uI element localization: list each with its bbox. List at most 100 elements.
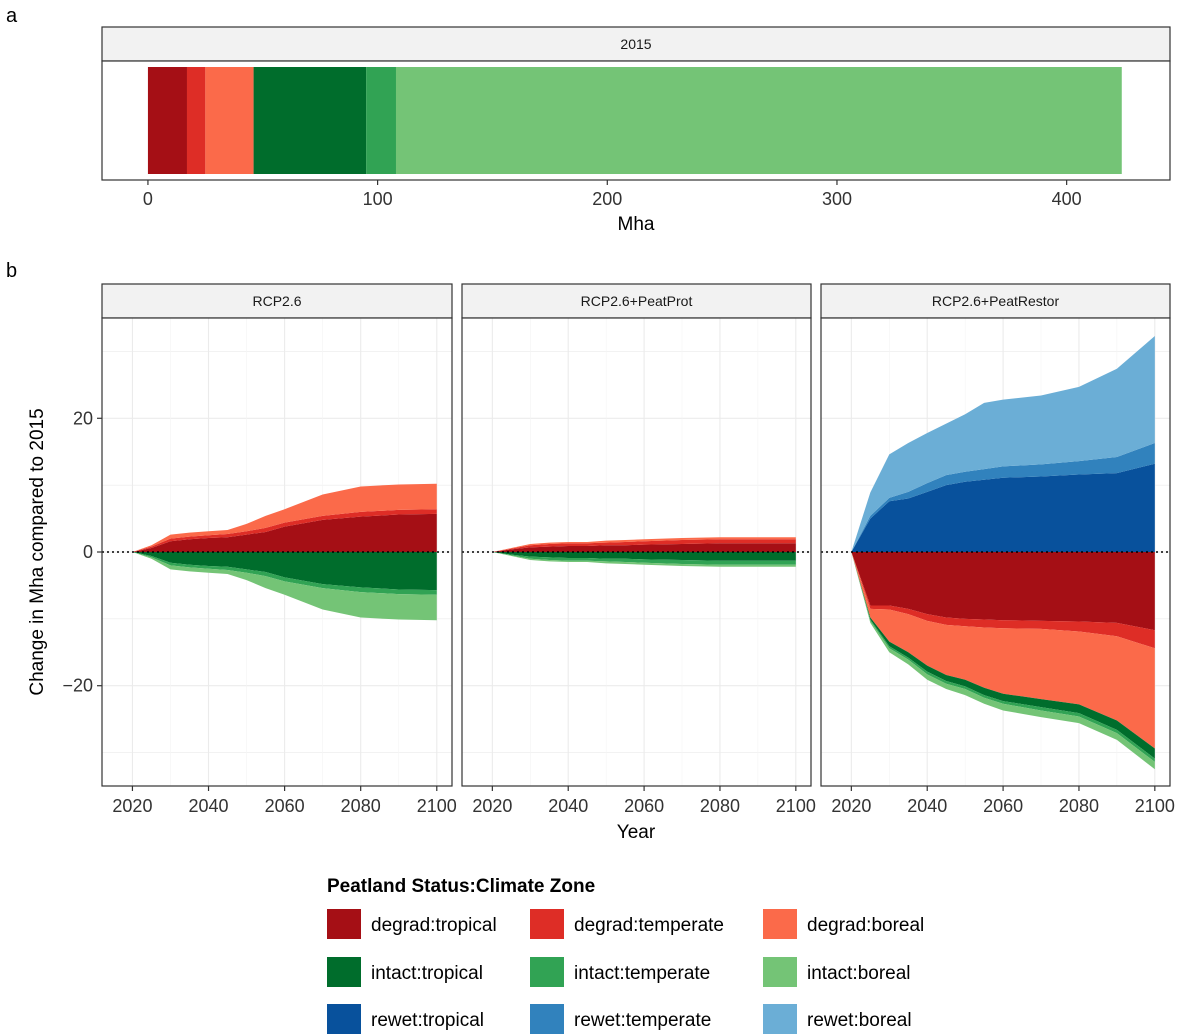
y-tick-label: 20 (73, 408, 93, 428)
x-tick-label: 2020 (112, 796, 152, 816)
legend-swatch (763, 909, 797, 939)
legend-label: rewet:boreal (807, 1010, 912, 1031)
area-degrad-boreal (832, 552, 1155, 749)
legend-swatch (327, 1004, 361, 1034)
facet-strip-label: RCP2.6+PeatProt (581, 293, 693, 309)
area-intact-tropical (473, 552, 796, 561)
x-tick-label: 2020 (472, 796, 512, 816)
legend-item-degrad-boreal: degrad:boreal (763, 909, 924, 939)
legend-swatch (327, 957, 361, 987)
facet-rcp26-peatprot: RCP2.6+PeatProt 2020 2040 2060 2080 2100 (461, 283, 816, 816)
legend-label: intact:boreal (807, 963, 911, 984)
bar-segment-intact-tropical (253, 67, 367, 174)
area-degrad-tropical (113, 513, 437, 552)
legend-label: degrad:temperate (574, 915, 724, 936)
bar-segment-degrad-tropical (147, 67, 187, 174)
legend-label: degrad:tropical (371, 915, 497, 936)
x-tick-label: 200 (592, 189, 622, 209)
panel-a-x-axis-title: Mha (618, 214, 655, 235)
legend-label: rewet:tropical (371, 1010, 484, 1031)
x-tick-label: 100 (363, 189, 393, 209)
legend: Peatland Status:Climate Zone degrad:trop… (327, 876, 924, 1034)
facet-rcp26: RCP2.6 2020 2040 2060 2080 2100 (101, 283, 457, 816)
bar-segment-intact-temperate (366, 67, 396, 174)
area-intact-temperate (473, 552, 796, 565)
panel-a-tag: a (6, 5, 18, 27)
area-degrad-temperate (113, 509, 437, 552)
x-tick-label: 2020 (831, 796, 871, 816)
x-tick-label: 300 (822, 189, 852, 209)
legend-item-degrad-temperate: degrad:temperate (530, 909, 724, 939)
facet-strip (820, 283, 1171, 319)
facet-border (461, 317, 812, 787)
y-tick-label: 0 (83, 542, 93, 562)
facet-strip-label: RCP2.6+PeatRestor (932, 293, 1060, 309)
legend-swatch (327, 909, 361, 939)
x-tick-label: 0 (143, 189, 153, 209)
facet-strip (461, 283, 812, 319)
area-degrad-boreal (473, 537, 796, 552)
legend-item-intact-boreal: intact:boreal (763, 957, 911, 987)
x-tick-label: 2060 (983, 796, 1023, 816)
x-tick-label: 2080 (341, 796, 381, 816)
legend-label: intact:tropical (371, 963, 483, 984)
x-tick-label: 2100 (417, 796, 457, 816)
panel-a-bar (147, 67, 1122, 174)
panel-b-y-axis: −20 0 20 (62, 408, 102, 696)
area-degrad-temperate (473, 539, 796, 552)
facet-rcp26-peatrestor: RCP2.6+PeatRestor 2020 2040 2060 2080 2100 (820, 283, 1175, 816)
panel-b-y-axis-title: Change in Mha compared to 2015 (27, 408, 48, 695)
panel-a: a 2015 0 100 200 300 400 Mha (6, 5, 1171, 235)
panel-b: b RCP2.6 2020 2040 2060 2080 2100 RCP2.6+Peat… (6, 260, 1175, 843)
x-tick-label: 2040 (188, 796, 228, 816)
area-degrad-temperate (832, 552, 1155, 649)
facet-strip-label: RCP2.6 (252, 293, 301, 309)
legend-swatch (530, 1004, 564, 1034)
area-rewet-temperate (832, 443, 1155, 552)
legend-label: rewet:temperate (574, 1010, 711, 1031)
area-degrad-boreal (113, 483, 437, 552)
panel-b-tag: b (6, 260, 17, 282)
legend-item-rewet-temperate: rewet:temperate (530, 1004, 711, 1034)
x-tick-label: 2040 (907, 796, 947, 816)
x-tick-label: 2060 (265, 796, 305, 816)
legend-item-degrad-tropical: degrad:tropical (327, 909, 497, 939)
legend-label: intact:temperate (574, 963, 710, 984)
legend-title: Peatland Status:Climate Zone (327, 876, 595, 897)
legend-swatch (530, 909, 564, 939)
legend-label: degrad:boreal (807, 915, 924, 936)
area-intact-boreal (113, 552, 437, 621)
panel-a-strip (101, 26, 1171, 62)
x-tick-label: 2100 (776, 796, 816, 816)
area-intact-temperate (113, 552, 437, 595)
legend-item-intact-temperate: intact:temperate (530, 957, 710, 987)
area-degrad-tropical (832, 552, 1155, 631)
x-tick-label: 2040 (548, 796, 588, 816)
area-rewet-tropical (832, 463, 1155, 552)
facet-border (820, 317, 1171, 787)
panel-b-x-axis-title: Year (617, 822, 656, 843)
area-degrad-tropical (473, 543, 796, 552)
x-tick-label: 400 (1052, 189, 1082, 209)
legend-swatch (763, 957, 797, 987)
bar-segment-intact-boreal (395, 67, 1122, 174)
y-tick-label: −20 (62, 676, 93, 696)
area-intact-boreal (473, 552, 796, 567)
facet-strip (101, 283, 453, 319)
legend-item-rewet-boreal: rewet:boreal (763, 1004, 912, 1034)
legend-item-rewet-tropical: rewet:tropical (327, 1004, 484, 1034)
bar-segment-degrad-boreal (205, 67, 254, 174)
panel-a-strip-label: 2015 (620, 36, 651, 52)
x-tick-label: 2060 (624, 796, 664, 816)
panel-a-x-axis: 0 100 200 300 400 (143, 180, 1082, 209)
legend-item-intact-tropical: intact:tropical (327, 957, 483, 987)
legend-swatch (530, 957, 564, 987)
bar-segment-degrad-temperate (186, 67, 206, 174)
area-rewet-boreal (832, 336, 1155, 552)
x-tick-label: 2080 (1059, 796, 1099, 816)
legend-items: degrad:tropical degrad:temperate degrad:bo… (327, 909, 924, 1034)
legend-swatch (763, 1004, 797, 1034)
x-tick-label: 2100 (1135, 796, 1175, 816)
area-intact-tropical (832, 552, 1155, 759)
